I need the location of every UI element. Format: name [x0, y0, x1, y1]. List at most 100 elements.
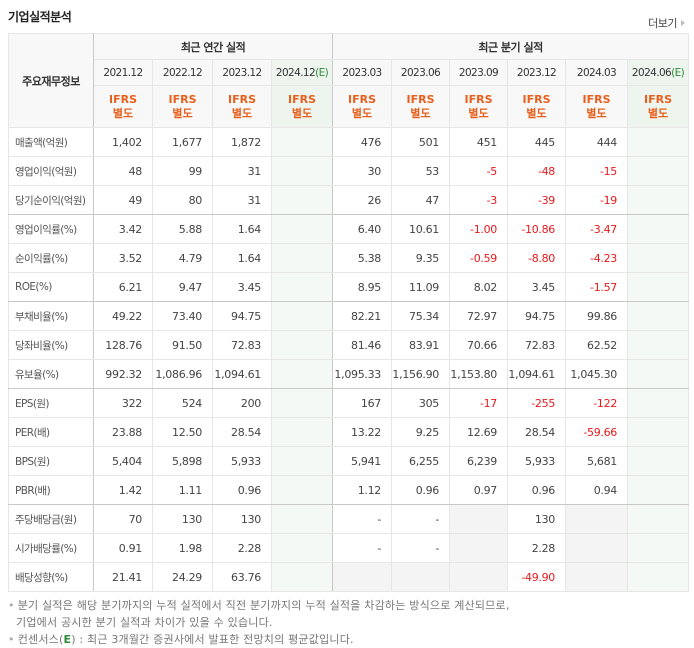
table-cell: 0.96	[391, 475, 451, 505]
table-cell	[270, 185, 334, 215]
table-cell: 1,094.61	[212, 359, 272, 389]
table-cell: 5.88	[152, 214, 213, 244]
table-row: 당기순이익(억원) 49 80 31 26 47 -3 -39 -19	[8, 185, 690, 215]
table-cell: 1,094.61	[507, 359, 567, 389]
table-cell: 3.42	[93, 214, 153, 244]
row-label: PBR(배)	[8, 475, 94, 505]
period-date: 2021.12	[103, 66, 143, 79]
table-cell: 1.64	[212, 214, 272, 244]
table-cell: -1.00	[449, 214, 509, 244]
table-row: PBR(배) 1.42 1.11 0.96 1.12 0.96 0.97 0.96 0.94	[8, 475, 690, 505]
table-cell: -	[332, 504, 393, 534]
table-cell	[270, 475, 334, 505]
table-cell	[270, 562, 334, 592]
table-cell	[270, 127, 334, 157]
ifrs-label: IFRS 별도	[93, 85, 153, 128]
footnote-1-cont: 기업에서 공시한 분기 실적과 차이가 있을 수 있습니다.	[16, 616, 273, 629]
table-cell	[627, 330, 690, 360]
group-header-row: 주요재무정보 최근 연간 실적 최근 분기 실적	[8, 33, 690, 128]
table-cell: 9.35	[391, 243, 451, 273]
row-label: EPS(원)	[8, 388, 94, 418]
table-cell: 99.86	[565, 301, 629, 331]
table-cell: 91.50	[152, 330, 213, 360]
row-label: 시가배당률(%)	[8, 533, 94, 563]
table-cell: 3.45	[507, 272, 567, 302]
triangle-right-icon	[681, 20, 685, 26]
table-cell	[270, 243, 334, 273]
table-cell: -17	[449, 388, 509, 418]
table-row: BPS(원) 5,404 5,898 5,933 5,941 6,255 6,239 5,93…	[8, 446, 690, 476]
table-cell: 31	[212, 156, 272, 186]
table-cell: 63.76	[212, 562, 272, 592]
footnote-1: • 분기 실적은 해당 분기까지의 누적 실적에서 직전 분기까지의 누적 실적을…	[8, 599, 510, 612]
table-cell: 5,941	[332, 446, 393, 476]
table-cell: 128.76	[93, 330, 153, 360]
table-cell	[627, 127, 690, 157]
table-cell: 200	[212, 388, 272, 418]
table-cell: -3	[449, 185, 509, 215]
table-cell	[270, 330, 334, 360]
table-cell: 322	[93, 388, 153, 418]
table-cell: 83.91	[391, 330, 451, 360]
table-cell: 0.91	[93, 533, 153, 563]
table-cell: 28.54	[212, 417, 272, 447]
table-row: 주당배당금(원) 70 130 130- -130	[8, 504, 690, 534]
table-cell: 10.61	[391, 214, 451, 244]
row-label: 매출액(억원)	[8, 127, 94, 157]
more-link-label: 더보기	[648, 17, 677, 30]
period-header: 2024.12(E)	[270, 59, 334, 86]
table-cell: 6.21	[93, 272, 153, 302]
ifrs-label: IFRS 별도	[565, 85, 629, 128]
ifrs-label: IFRS 별도	[152, 85, 213, 128]
period-date: 2023.06	[400, 66, 441, 79]
ifrs-label: IFRS 별도	[332, 85, 393, 128]
period-date: 2023.03	[342, 66, 382, 79]
table-cell	[270, 214, 334, 244]
table-cell	[391, 562, 451, 592]
period-header: 2023.09	[449, 59, 509, 86]
table-cell	[332, 562, 393, 592]
table-row: EPS(원) 322 524 200 167 305 -17 -255 -122	[8, 388, 690, 418]
table-cell: 5.38	[332, 243, 393, 273]
table-cell: 48	[93, 156, 153, 186]
table-cell	[449, 562, 509, 592]
period-header: 2022.12	[152, 59, 213, 86]
table-row: 유보율(%) 992.32 1,086.96 1,094.61 1,095.33 1,15…	[8, 359, 690, 389]
footnote-2: • 컨센서스(E) : 최근 3개월간 증권사에서 발표한 전망치의 평균값입니다…	[8, 633, 354, 646]
table-cell: -48	[507, 156, 567, 186]
table-cell: 72.83	[212, 330, 272, 360]
table-cell	[627, 156, 690, 186]
table-cell: -5	[449, 156, 509, 186]
table-cell: 13.22	[332, 417, 393, 447]
row-label: PER(배)	[8, 417, 94, 447]
table-cell: 75.34	[391, 301, 451, 331]
table-cell	[627, 272, 690, 302]
table-cell	[627, 214, 690, 244]
table-cell: 1,677	[152, 127, 213, 157]
period-header: 2024.06(E)	[627, 59, 690, 86]
footnotes: • 분기 실적은 해당 분기까지의 누적 실적에서 직전 분기까지의 누적 실적을…	[8, 597, 510, 648]
row-label: 영업이익률(%)	[8, 214, 94, 244]
table-cell: 73.40	[152, 301, 213, 331]
table-cell	[565, 504, 629, 534]
table-body: 매출액(억원) 1,402 1,677 1,872 476 501 451 445 444 영업이…	[8, 127, 690, 592]
more-link[interactable]: 더보기	[648, 15, 685, 31]
table-cell	[627, 562, 690, 592]
table-cell: -59.66	[565, 417, 629, 447]
period-date: 2023.12	[516, 66, 557, 79]
table-cell: 49	[93, 185, 153, 215]
table-cell: -122	[565, 388, 629, 418]
table-cell: 0.97	[449, 475, 509, 505]
table-cell: 2.28	[507, 533, 567, 563]
table-cell: 6.40	[332, 214, 393, 244]
table-cell: 70.66	[449, 330, 509, 360]
table-cell: 167	[332, 388, 393, 418]
table-cell: 501	[391, 127, 451, 157]
row-label: 순이익률(%)	[8, 243, 94, 273]
table-row: 당좌비율(%) 128.76 91.50 72.83 81.46 83.91 70.66 72…	[8, 330, 690, 360]
table-cell: 8.02	[449, 272, 509, 302]
table-cell: 47	[391, 185, 451, 215]
period-date: 2023.12	[222, 66, 262, 79]
table-row: 매출액(억원) 1,402 1,677 1,872 476 501 451 445 444	[8, 127, 690, 157]
table-cell: 444	[565, 127, 629, 157]
